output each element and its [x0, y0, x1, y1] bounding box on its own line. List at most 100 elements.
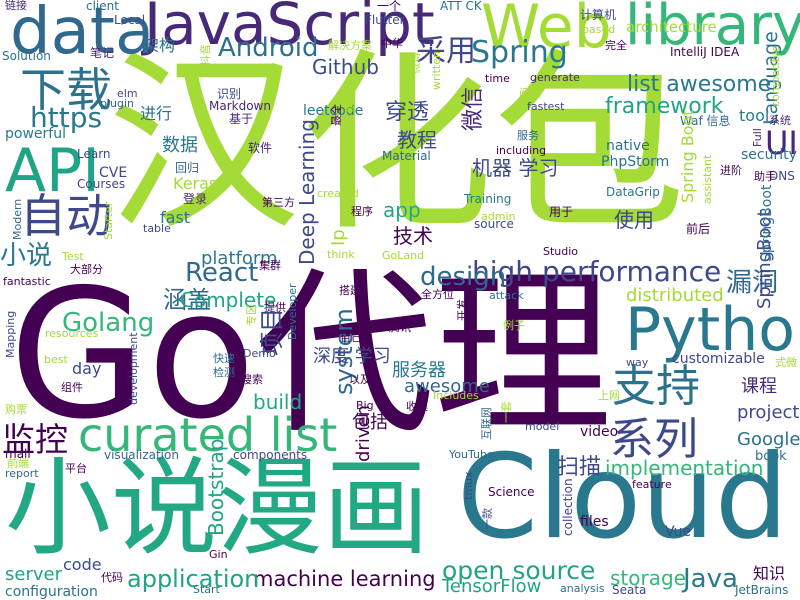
word: Full [751, 128, 764, 147]
word: 教程 [397, 128, 437, 152]
word: YouTube [449, 448, 494, 461]
word: written [430, 51, 443, 90]
word: 解决方案 [328, 39, 372, 52]
word: native [606, 138, 650, 154]
word: 笔记 [90, 46, 115, 60]
word: Flutter [365, 13, 405, 27]
word: machine learning [253, 567, 436, 591]
word: 例子 [503, 319, 525, 332]
word: 检测 [213, 366, 235, 379]
word: 服务 [517, 129, 539, 142]
word: code [63, 555, 102, 574]
word: 包括 [352, 412, 388, 433]
word: 识别 [217, 87, 242, 101]
word: Web [481, 0, 612, 62]
word: book [755, 449, 787, 464]
word: 大部分 [70, 263, 103, 276]
word: 基于 [229, 112, 254, 126]
word: implementation [605, 456, 764, 480]
word: Github [312, 55, 379, 79]
word: 第三方 [262, 196, 295, 209]
word: 集群 [259, 259, 281, 272]
word: files [580, 514, 609, 530]
word: 计算机 [580, 8, 617, 22]
word: 以及 [349, 373, 371, 386]
word: Mapping [4, 310, 17, 358]
word: 阅读 [519, 87, 541, 100]
word: 博客 [344, 91, 357, 113]
word: 全方位 [421, 288, 454, 301]
word: ATT CK [440, 0, 482, 13]
word: 自动 [20, 189, 112, 243]
word: https [30, 101, 103, 134]
word: created [317, 187, 359, 200]
word: 深度 学习 [313, 346, 391, 367]
word: design [420, 262, 507, 292]
word: 小说 [0, 241, 53, 271]
word: list awesome [627, 72, 772, 97]
word: 助手 [754, 170, 776, 183]
word: 一套 [500, 401, 513, 423]
word: 支持 [612, 361, 700, 412]
word: architecture [626, 18, 717, 36]
word: IntelliJ IDEA [670, 45, 740, 59]
word: source [474, 217, 514, 231]
word: 快速 [213, 352, 235, 365]
word: UI [765, 124, 798, 162]
word: Google [737, 429, 800, 450]
word: components [233, 448, 308, 462]
word: Bootstrap [204, 438, 228, 536]
word: mall [5, 447, 31, 461]
word: 监控 [2, 420, 68, 459]
word: project [737, 402, 800, 423]
word: 汉化包 [107, 32, 687, 257]
word: Science [488, 485, 535, 499]
word: collection [561, 478, 575, 536]
word: 开发 [456, 299, 469, 321]
word: awesome [404, 376, 490, 397]
word: 腾讯 [389, 321, 411, 334]
word: Python [625, 295, 800, 365]
word: curated list [78, 408, 338, 462]
word: Start [193, 583, 220, 596]
word: Starter [102, 201, 115, 240]
word: 涵盖 [163, 286, 211, 314]
word: compatible [769, 45, 782, 107]
word: 一个 [377, 0, 402, 13]
word: 知识 [753, 564, 786, 583]
word: 穿透 [385, 100, 430, 125]
word: React [185, 258, 259, 288]
word: 数据 [162, 135, 198, 156]
word: 小说漫画 [5, 447, 429, 570]
word: security [741, 147, 797, 163]
word: high performance [472, 255, 722, 288]
word: build [253, 390, 303, 414]
word: JetBrains [735, 583, 789, 597]
word: Cloud [457, 430, 789, 565]
word: 平台 [65, 462, 87, 475]
word: generate [530, 71, 580, 84]
word: day [72, 359, 102, 378]
word: 微信 [461, 86, 486, 131]
word: 回归 [175, 161, 200, 175]
word: 中华 [381, 37, 403, 50]
word: 进阶 [720, 164, 742, 177]
word: Modern [11, 198, 24, 240]
word: 程序 [351, 205, 373, 218]
word: powerful [5, 126, 66, 142]
word: elm [117, 87, 138, 100]
word: 链接 [5, 0, 27, 12]
word: Android [218, 33, 319, 63]
word: Developer [286, 283, 299, 340]
word: assistant [701, 154, 714, 204]
word: tmux [462, 471, 475, 500]
word: Demo [243, 347, 276, 360]
word: client [86, 0, 119, 13]
word: 软件 [248, 141, 273, 155]
word: including [496, 144, 547, 157]
word: 进行 [140, 104, 173, 123]
word: Studio [543, 245, 579, 258]
word: 式微 [775, 356, 797, 369]
word: Material [382, 149, 431, 163]
word: 漏洞 [726, 268, 779, 298]
